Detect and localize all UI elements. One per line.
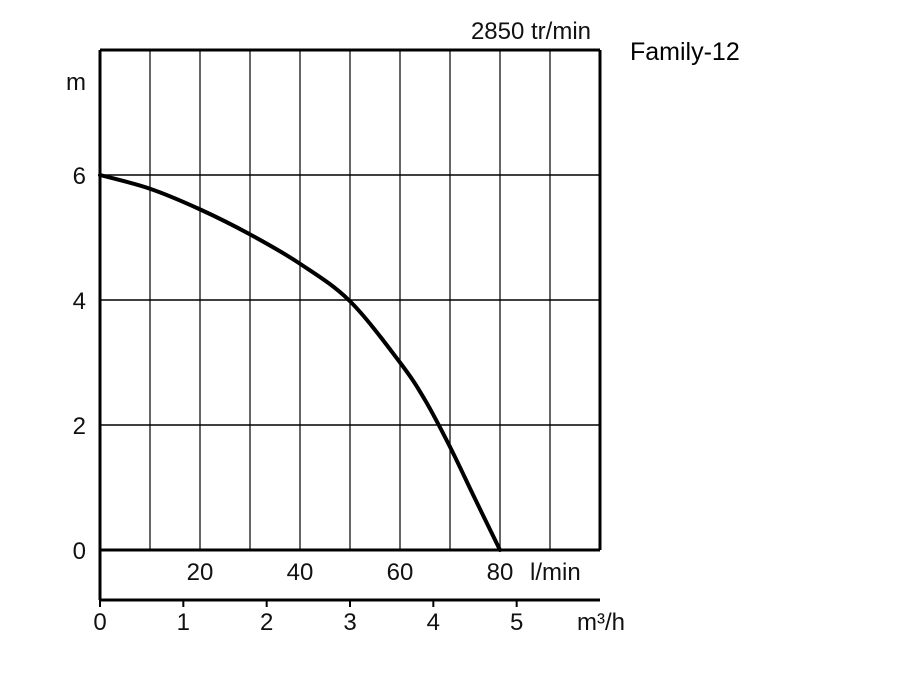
y-tick-labels: 0 2 4 6 xyxy=(73,163,86,565)
x-axis-label-lpm: l/min xyxy=(530,559,581,586)
y-tick-label: 2 xyxy=(73,413,86,440)
plot-frame xyxy=(98,48,602,607)
x-tick-label-m3h: 2 xyxy=(260,609,273,636)
performance-curve xyxy=(98,173,502,552)
y-tick-label: 0 xyxy=(73,538,86,565)
x-tick-label-m3h: 1 xyxy=(177,609,190,636)
x-tick-label-lpm: 60 xyxy=(387,559,414,586)
y-axis-label: m xyxy=(66,69,86,96)
y-tick-label: 6 xyxy=(73,163,86,190)
x-tick-labels-m3h: 0 1 2 3 4 5 xyxy=(93,609,523,636)
x-tick-label-lpm: 80 xyxy=(487,559,514,586)
x-tick-label-m3h: 5 xyxy=(510,609,523,636)
x-tick-label-m3h: 3 xyxy=(343,609,356,636)
x-tick-label-lpm: 40 xyxy=(287,559,314,586)
x-tick-labels-lpm: 20 40 60 80 xyxy=(187,559,514,586)
x-tick-label-m3h: 0 xyxy=(93,609,106,636)
series-line-head xyxy=(98,173,502,552)
y-tick-label: 4 xyxy=(73,288,86,315)
x-axis-label-m3h: m³/h xyxy=(577,609,625,636)
chart-subtitle-speed: 2850 tr/min xyxy=(471,18,591,45)
x-tick-label-lpm: 20 xyxy=(187,559,214,586)
x-tick-label-m3h: 4 xyxy=(427,609,440,636)
chart-title: Family-12 xyxy=(630,38,740,66)
